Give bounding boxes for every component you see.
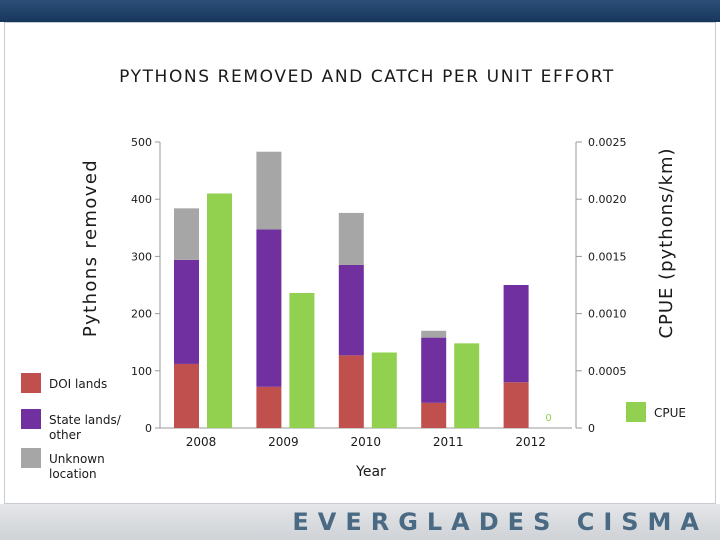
x-tick-label: 2011 bbox=[433, 435, 464, 449]
bar-2012-doi-lands bbox=[503, 382, 529, 428]
bar-2008-unknown-location bbox=[174, 208, 199, 260]
footer-bar bbox=[0, 504, 720, 540]
y-tick-label: 500 bbox=[131, 136, 152, 149]
bar-2011-unknown-location bbox=[421, 330, 447, 338]
x-tick-label: 2012 bbox=[515, 435, 546, 449]
legend-swatch-2 bbox=[21, 409, 41, 429]
brand-logo-text: EVERGLADES CISMA bbox=[292, 508, 708, 536]
y-tick-label: 100 bbox=[131, 365, 152, 378]
y-tick-label: 400 bbox=[131, 193, 152, 206]
bar-2010-doi-lands bbox=[338, 355, 364, 428]
bar-2011-doi-lands bbox=[421, 402, 447, 428]
legend-label: location bbox=[49, 467, 97, 481]
bar-2009-cpue bbox=[289, 293, 315, 428]
x-tick-label: 2009 bbox=[268, 435, 299, 449]
x-tick-label: 2010 bbox=[351, 435, 382, 449]
legend-label: DOI lands bbox=[49, 377, 107, 391]
x-axis-label: Year bbox=[355, 464, 386, 480]
bar-2009-doi-lands bbox=[256, 386, 282, 428]
legend-label: Unknown bbox=[49, 452, 105, 466]
bar-2009-unknown-location bbox=[256, 151, 282, 230]
x-tick-label: 2008 bbox=[186, 435, 217, 449]
cpue-zero-annotation: 0 bbox=[545, 413, 551, 424]
legend-label-cpue: CPUE bbox=[654, 406, 686, 420]
y2-tick-label: 0.0025 bbox=[588, 136, 627, 149]
y-tick-label: 200 bbox=[131, 308, 152, 321]
legend-swatch-1 bbox=[21, 373, 41, 393]
top-bar bbox=[0, 0, 720, 22]
y2-tick-label: 0.0005 bbox=[588, 365, 627, 378]
bar-2012-state-lands-other bbox=[503, 285, 529, 383]
chart-title: PYTHONS REMOVED AND CATCH PER UNIT EFFOR… bbox=[119, 67, 615, 87]
legend-swatch-3 bbox=[21, 448, 41, 468]
legend-label: State lands/ bbox=[49, 413, 122, 427]
y2-axis-label: CPUE (pythons/km) bbox=[656, 147, 677, 338]
bar-2010-unknown-location bbox=[338, 212, 364, 265]
bar-2008-doi-lands bbox=[174, 363, 199, 428]
y-tick-label: 0 bbox=[145, 422, 152, 435]
bar-2011-cpue bbox=[454, 343, 480, 428]
y2-tick-label: 0.0020 bbox=[588, 193, 627, 206]
bar-2011-state-lands-other bbox=[421, 337, 447, 403]
y2-tick-label: 0.0015 bbox=[588, 250, 627, 263]
y-tick-label: 300 bbox=[131, 250, 152, 263]
bar-2008-cpue bbox=[207, 193, 232, 428]
bar-2010-state-lands-other bbox=[338, 264, 364, 356]
y2-tick-label: 0 bbox=[588, 422, 595, 435]
legend-label: other bbox=[49, 428, 81, 442]
bar-2008-state-lands-other bbox=[174, 259, 199, 364]
bar-2009-state-lands-other bbox=[256, 229, 282, 387]
y2-tick-label: 0.0010 bbox=[588, 308, 627, 321]
legend-swatch-cpue bbox=[626, 402, 646, 422]
y-axis-label: Pythons removed bbox=[80, 159, 101, 337]
bar-2010-cpue bbox=[371, 352, 397, 428]
